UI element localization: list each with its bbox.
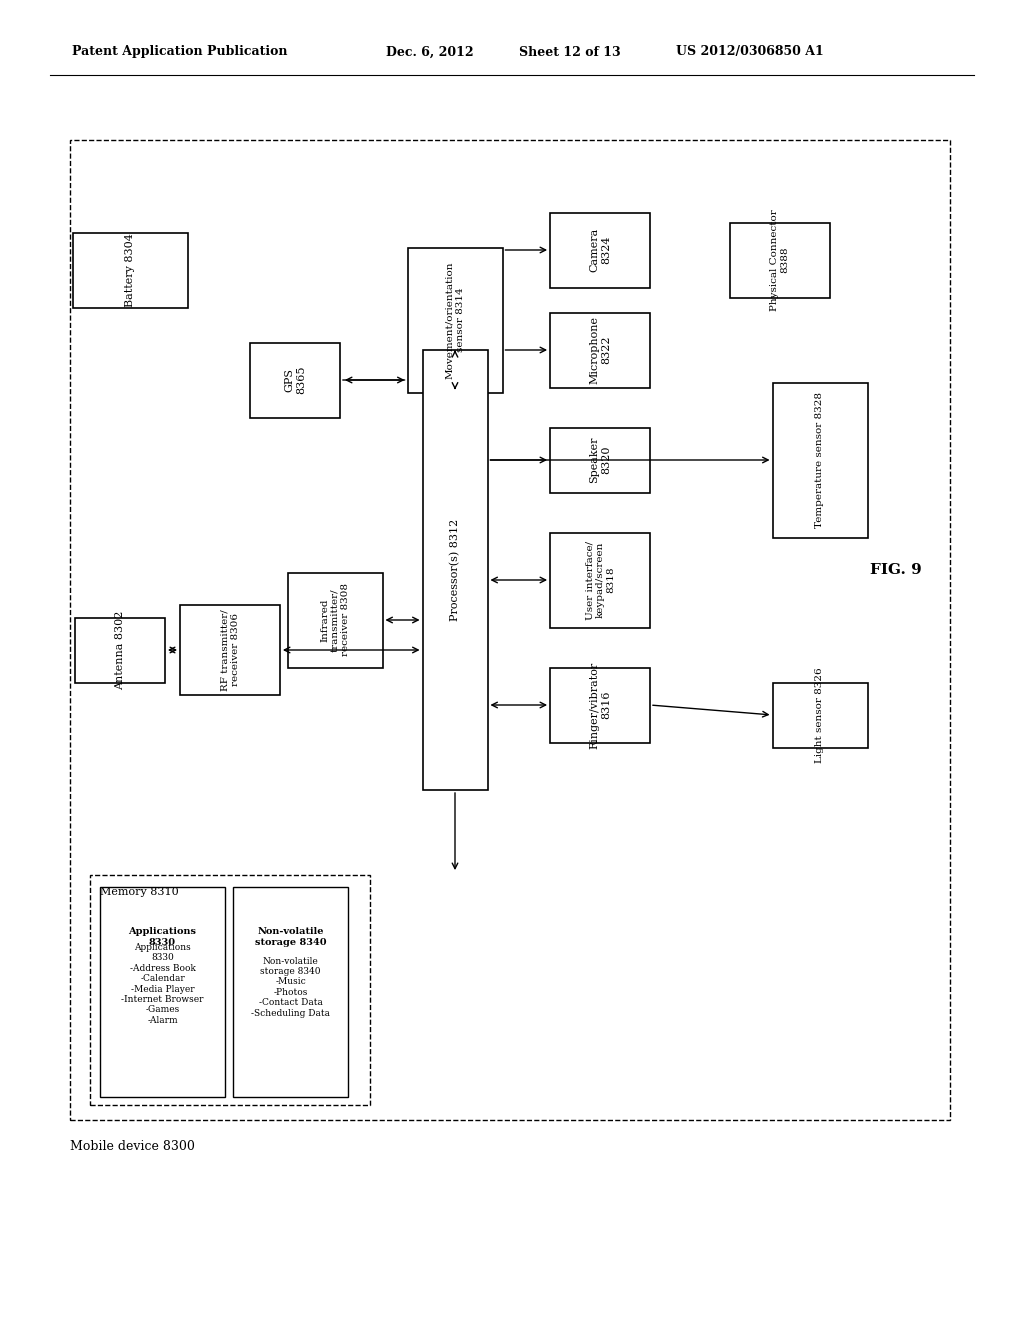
Text: US 2012/0306850 A1: US 2012/0306850 A1 <box>676 45 824 58</box>
Text: Memory 8310: Memory 8310 <box>100 887 179 898</box>
Text: RF transmitter/
receiver 8306: RF transmitter/ receiver 8306 <box>220 609 240 690</box>
Text: Physical Connector
8388: Physical Connector 8388 <box>770 209 790 312</box>
Text: Camera
8324: Camera 8324 <box>589 228 610 272</box>
Text: Applications
8330: Applications 8330 <box>128 927 197 946</box>
Bar <box>100 887 225 1097</box>
Text: Processor(s) 8312: Processor(s) 8312 <box>450 519 460 622</box>
Bar <box>550 213 650 288</box>
Text: Non-volatile
storage 8340
-Music
-Photos
-Contact Data
-Scheduling Data: Non-volatile storage 8340 -Music -Photos… <box>251 957 330 1018</box>
Bar <box>233 887 348 1097</box>
Bar <box>550 428 650 492</box>
Bar <box>730 223 830 297</box>
Bar <box>423 350 487 789</box>
Bar <box>772 383 867 537</box>
Text: Non-volatile
storage 8340: Non-volatile storage 8340 <box>255 927 327 946</box>
Bar <box>75 618 165 682</box>
Text: Speaker
8320: Speaker 8320 <box>589 437 610 483</box>
Text: Dec. 6, 2012: Dec. 6, 2012 <box>386 45 474 58</box>
Text: Sheet 12 of 13: Sheet 12 of 13 <box>519 45 621 58</box>
Text: User interface/
keypad/screen
8318: User interface/ keypad/screen 8318 <box>585 540 614 619</box>
Text: Movement/orientation
sensor 8314: Movement/orientation sensor 8314 <box>445 261 465 379</box>
Text: Battery 8304: Battery 8304 <box>125 234 135 308</box>
Bar <box>288 573 383 668</box>
Bar <box>90 875 370 1105</box>
Bar <box>70 140 950 1119</box>
Text: Antenna 8302: Antenna 8302 <box>115 610 125 689</box>
Text: Infrared
transmitter/
receiver 8308: Infrared transmitter/ receiver 8308 <box>321 583 350 656</box>
Text: FIG. 9: FIG. 9 <box>870 564 922 577</box>
Text: Ringer/vibrator
8316: Ringer/vibrator 8316 <box>589 661 610 748</box>
Text: GPS
8365: GPS 8365 <box>285 366 306 395</box>
Text: Patent Application Publication: Patent Application Publication <box>73 45 288 58</box>
Text: Applications
8330
-Address Book
-Calendar
-Media Player
-Internet Browser
-Games: Applications 8330 -Address Book -Calenda… <box>121 942 204 1024</box>
Bar <box>73 232 187 308</box>
Bar <box>408 248 503 392</box>
Text: Light sensor 8326: Light sensor 8326 <box>815 667 824 763</box>
Bar <box>550 668 650 742</box>
Bar <box>772 682 867 747</box>
Text: Microphone
8322: Microphone 8322 <box>589 315 610 384</box>
Bar <box>250 342 340 417</box>
Text: Mobile device 8300: Mobile device 8300 <box>70 1140 195 1152</box>
Text: Temperature sensor 8328: Temperature sensor 8328 <box>815 392 824 528</box>
Bar <box>180 605 280 696</box>
Bar <box>550 313 650 388</box>
Bar <box>550 532 650 627</box>
